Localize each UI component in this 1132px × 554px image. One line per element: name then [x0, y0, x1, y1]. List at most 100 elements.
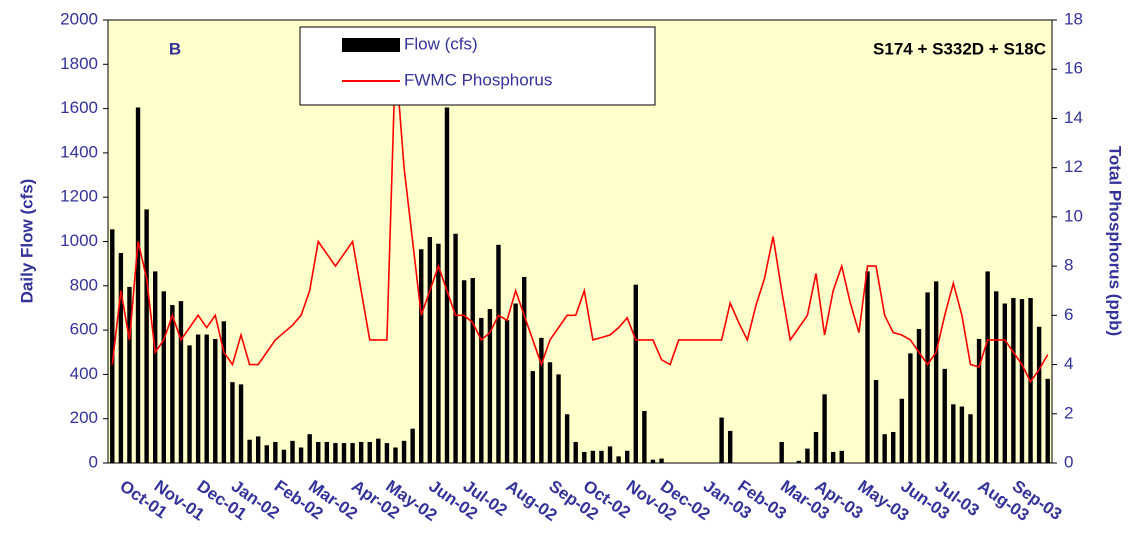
- bar: [625, 450, 630, 463]
- chart-title: S174 + S332D + S18C: [873, 39, 1046, 58]
- bar: [1002, 303, 1007, 463]
- bar: [556, 374, 561, 463]
- y-tick-label: 400: [70, 364, 98, 383]
- y2-tick-label: 18: [1064, 9, 1083, 28]
- y-tick-label: 1400: [60, 142, 98, 161]
- bar: [976, 338, 982, 463]
- bar: [470, 278, 475, 463]
- bar: [290, 440, 295, 463]
- bar: [333, 443, 338, 463]
- bar: [822, 394, 827, 463]
- legend-swatch: [342, 38, 400, 52]
- bar: [230, 382, 235, 463]
- bar: [316, 441, 321, 463]
- panel-label: B: [169, 39, 181, 58]
- bar: [779, 441, 784, 463]
- y-tick-label: 600: [70, 320, 98, 339]
- y-tick-label: 2000: [60, 9, 98, 28]
- bar: [419, 249, 424, 463]
- bar: [487, 309, 493, 463]
- bar: [255, 436, 261, 463]
- bar: [307, 434, 312, 463]
- bar: [144, 209, 149, 463]
- y2-tick-label: 10: [1064, 206, 1083, 225]
- bar: [642, 410, 647, 463]
- bar: [539, 337, 544, 463]
- bar: [195, 334, 201, 463]
- bar: [891, 431, 896, 463]
- bar: [1019, 299, 1025, 463]
- bar: [110, 229, 115, 463]
- bar: [204, 334, 209, 463]
- bar: [461, 280, 467, 463]
- y2-tick-label: 16: [1064, 59, 1083, 78]
- bar: [873, 379, 879, 463]
- y-tick-label: 1000: [60, 231, 98, 250]
- y-tick-label: 0: [89, 452, 98, 471]
- bar: [436, 243, 441, 463]
- y2-tick-label: 6: [1064, 305, 1073, 324]
- bar: [384, 443, 390, 463]
- bar: [607, 446, 613, 463]
- y-tick-label: 800: [70, 275, 98, 294]
- y2-tick-label: 12: [1064, 157, 1083, 176]
- y2-tick-label: 8: [1064, 256, 1073, 275]
- bar: [994, 291, 999, 463]
- bar: [238, 384, 244, 463]
- bar: [298, 447, 304, 463]
- y2-tick-label: 14: [1064, 108, 1083, 127]
- plot-frame: [107, 19, 1053, 464]
- bar: [410, 428, 415, 463]
- bar: [727, 430, 733, 463]
- bar: [1036, 326, 1042, 463]
- bar: [324, 441, 330, 463]
- bar: [513, 303, 518, 463]
- bar: [933, 281, 939, 463]
- bar: [530, 371, 535, 463]
- bar: [153, 271, 158, 463]
- bar: [830, 451, 836, 463]
- bar: [118, 253, 124, 463]
- y-tick-label: 200: [70, 408, 98, 427]
- bar: [616, 456, 621, 463]
- legend-label: Flow (cfs): [404, 34, 478, 53]
- bar: [444, 107, 450, 464]
- bar: [813, 431, 819, 463]
- bar: [590, 450, 596, 463]
- bar: [273, 441, 278, 463]
- bar: [719, 417, 724, 463]
- bar: [522, 276, 527, 463]
- bar: [127, 286, 132, 463]
- bar: [247, 439, 252, 463]
- y-tick-label: 1600: [60, 98, 98, 117]
- bar: [504, 320, 510, 463]
- bar: [367, 441, 372, 463]
- y-tick-label: 1200: [60, 187, 98, 206]
- y-axis-title: Daily Flow (cfs): [17, 179, 36, 304]
- bar: [951, 404, 956, 463]
- bar: [358, 441, 364, 463]
- bar: [161, 291, 166, 463]
- bar: [213, 338, 218, 463]
- bar: [839, 450, 844, 463]
- bar: [178, 301, 184, 463]
- bar: [582, 451, 587, 463]
- line: [111, 56, 1049, 384]
- bar: [650, 459, 656, 463]
- bar: [599, 450, 604, 463]
- bar: [985, 271, 990, 463]
- bar: [393, 447, 398, 463]
- bar: [633, 284, 638, 463]
- bar: [547, 362, 553, 463]
- bar: [865, 271, 870, 463]
- bar: [401, 440, 407, 463]
- bar: [805, 448, 810, 463]
- bar: [376, 438, 381, 463]
- bar: [882, 434, 887, 463]
- bar: [135, 107, 141, 464]
- bar: [1011, 297, 1016, 463]
- bar: [942, 368, 947, 463]
- bar: [264, 445, 269, 463]
- bar: [968, 414, 973, 463]
